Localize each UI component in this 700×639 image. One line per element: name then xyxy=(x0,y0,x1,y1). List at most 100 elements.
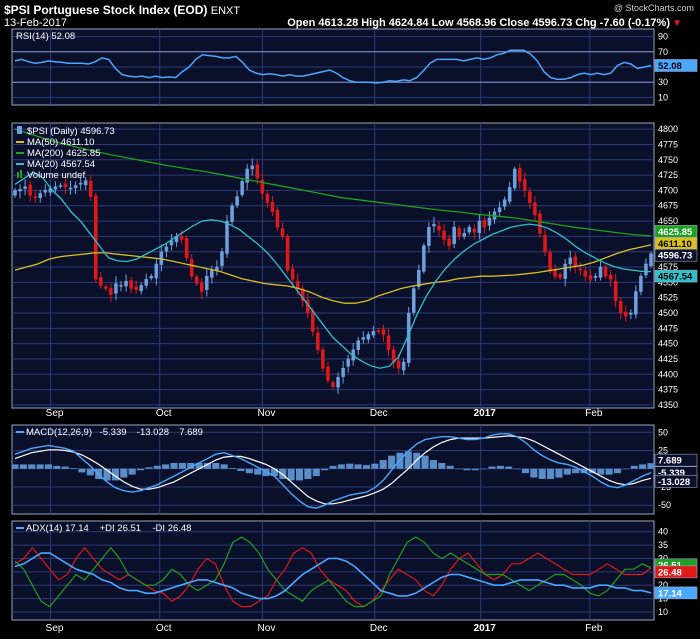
candle-body xyxy=(18,188,22,192)
macd-histogram-bar xyxy=(362,465,371,469)
price-value-tag-label: 4625.85 xyxy=(658,227,693,238)
macd-histogram-bar xyxy=(505,466,513,469)
candle-body xyxy=(462,233,467,237)
price-legend-label: $PSI (Daily) 4596.73 xyxy=(27,126,115,137)
candle-body xyxy=(457,228,461,237)
candle-body xyxy=(220,251,224,267)
macd-histogram-bar xyxy=(321,468,329,471)
macd-value-tag-label: -5.339 xyxy=(658,468,685,479)
candle-body xyxy=(442,230,446,240)
macd-value-tag-bg xyxy=(654,453,698,467)
candle-body xyxy=(275,209,280,228)
macd-histogram-bar xyxy=(229,468,237,469)
candle-body xyxy=(139,285,143,292)
candle-body xyxy=(629,312,633,315)
candle-body xyxy=(634,291,638,315)
macd-histogram-bar xyxy=(237,468,245,471)
candle-body xyxy=(639,275,643,292)
macd-histogram-bar xyxy=(572,468,580,474)
macd-histogram-bar xyxy=(78,468,86,473)
candle-body xyxy=(623,312,628,317)
price-value-tag-bg xyxy=(654,248,698,262)
candle-body xyxy=(23,186,27,189)
price-legend-label: Volume undef xyxy=(27,170,85,181)
macd-histogram-bar xyxy=(647,463,655,469)
macd-legend-label: 7.689 xyxy=(179,427,203,438)
macd-legend-label: -5.339 xyxy=(100,427,127,438)
price-legend-swatch xyxy=(17,172,19,178)
candle-body xyxy=(270,201,275,213)
candle-body xyxy=(401,361,406,371)
price-legend-label: MA(20) 4567.54 xyxy=(27,159,95,170)
price-legend-swatch xyxy=(17,126,22,134)
candle-body xyxy=(366,334,371,340)
candle-body xyxy=(376,330,381,333)
macd-histogram-bar xyxy=(555,468,563,478)
macd-histogram-bar xyxy=(639,464,647,469)
macd-histogram-bar xyxy=(53,465,61,469)
candle-body xyxy=(33,196,37,199)
price-tick-label: 4800 xyxy=(658,124,678,134)
candle-body xyxy=(538,213,542,234)
candle-body xyxy=(467,226,472,233)
candle-body xyxy=(472,228,477,233)
candle-body xyxy=(477,220,482,233)
macd-histogram-bar xyxy=(530,468,538,478)
macd-histogram-bar xyxy=(371,463,379,469)
x-axis-label: Dec xyxy=(370,623,388,634)
macd-histogram-bar xyxy=(471,468,479,471)
macd-histogram-bar xyxy=(162,464,170,469)
macd-panel-frame xyxy=(11,424,655,515)
candle-body xyxy=(487,217,492,226)
candle-body xyxy=(507,187,512,202)
rsi-tick-label: 70 xyxy=(658,47,668,57)
adx-tick-label: 10 xyxy=(658,607,668,617)
candle-body xyxy=(189,259,194,277)
minus-di-line xyxy=(14,546,652,608)
macd-histogram-bar xyxy=(521,468,530,474)
macd-value-tag-bg xyxy=(654,474,698,488)
candle-body xyxy=(149,275,154,279)
candle-body xyxy=(533,202,537,216)
adx-value-tag-label: 26.48 xyxy=(658,567,682,578)
macd-histogram-bar xyxy=(295,468,304,481)
candle-body xyxy=(78,182,83,185)
macd-histogram-bar xyxy=(203,462,212,469)
candle-body xyxy=(517,168,522,182)
exchange-label: ENXT xyxy=(210,5,241,17)
candle-body xyxy=(396,360,401,369)
change-down-icon: ▼ xyxy=(672,18,682,29)
candle-body xyxy=(194,276,199,284)
x-axis-label: 2017 xyxy=(474,623,497,634)
candle-body xyxy=(124,280,128,287)
rsi-tick-label: 10 xyxy=(658,92,668,102)
macd-histogram-bar xyxy=(454,468,463,470)
ohlc-readout: Open 4613.28 High 4624.84 Low 4568.96 Cl… xyxy=(287,17,670,29)
price-tick-label: 4775 xyxy=(658,139,678,149)
candle-body xyxy=(528,191,532,203)
macd-legend-label: -13.028 xyxy=(137,427,169,438)
candle-body xyxy=(422,245,426,272)
adx-line xyxy=(14,552,652,600)
adx-panel-frame xyxy=(11,520,655,621)
adx-value-tag: 26.48 xyxy=(654,565,698,578)
rsi-value-tag-bg xyxy=(654,59,698,72)
macd-histogram-bar xyxy=(388,455,396,469)
candle-body xyxy=(558,274,562,278)
macd-value-tag-label: 7.689 xyxy=(658,456,682,467)
candle-body xyxy=(321,349,325,369)
chart-date: 13-Feb-2017 xyxy=(4,17,67,29)
macd-signal-line xyxy=(14,435,652,505)
chart-title: $PSI Portuguese Stock Index (EOD) ENXT xyxy=(4,3,240,17)
candle-body xyxy=(114,283,118,294)
candle-body xyxy=(88,180,93,197)
macd-tick-label: 25 xyxy=(658,446,668,456)
candle-body xyxy=(73,185,78,189)
macd-histogram-bar xyxy=(605,468,613,475)
macd-histogram-bar xyxy=(513,468,521,470)
candle-body xyxy=(523,179,527,191)
adx-tick-label: 20 xyxy=(658,580,668,590)
candle-body xyxy=(215,266,219,271)
macd-histogram-bar xyxy=(178,462,186,469)
ma50-line xyxy=(14,244,652,304)
